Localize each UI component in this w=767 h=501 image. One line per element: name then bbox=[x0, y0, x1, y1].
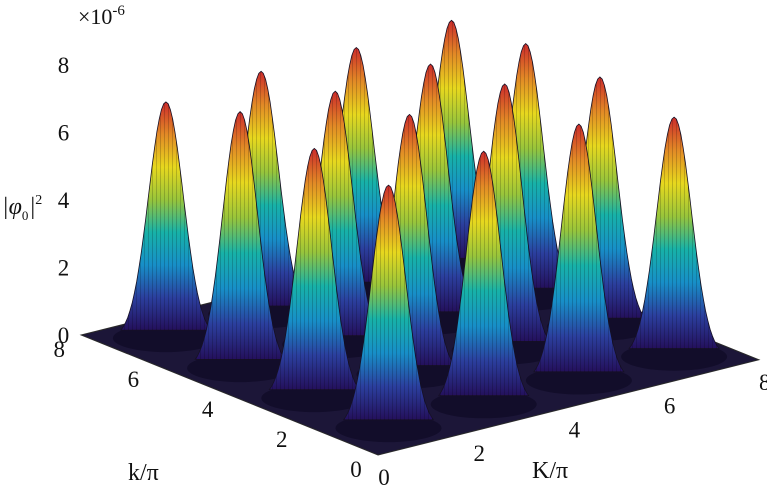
peak-mesh bbox=[120, 101, 211, 331]
surface-peak bbox=[621, 116, 728, 371]
z-scale-label: ×10-6 bbox=[78, 3, 125, 29]
surface-peak bbox=[430, 150, 537, 419]
x-tick-label: 4 bbox=[569, 417, 581, 442]
peak-base bbox=[187, 354, 294, 383]
peak-mesh bbox=[195, 111, 286, 360]
peak-mesh bbox=[269, 148, 360, 390]
x-axis-label: K/π bbox=[532, 458, 568, 484]
surface-peak bbox=[525, 123, 632, 395]
peak-base bbox=[621, 342, 728, 371]
peak-mesh bbox=[629, 117, 720, 349]
y-tick-label: 4 bbox=[202, 397, 214, 422]
surface-peak bbox=[187, 111, 294, 383]
peaks-layer bbox=[112, 19, 728, 443]
y-tick-label: 8 bbox=[53, 337, 65, 362]
z-tick-label: 2 bbox=[58, 256, 70, 281]
surface-peak bbox=[261, 147, 368, 413]
z-axis-label: |φ0|2 bbox=[2, 193, 42, 223]
z-tick-label: 6 bbox=[58, 121, 70, 146]
peak-mesh bbox=[533, 124, 624, 372]
peak-base bbox=[335, 414, 442, 443]
z-tick-label: 0 bbox=[58, 323, 70, 348]
peak-mesh bbox=[438, 151, 529, 396]
peak-base bbox=[430, 390, 537, 419]
x-tick-label: 6 bbox=[664, 394, 676, 419]
x-tick-label: 0 bbox=[378, 465, 390, 490]
peak-base bbox=[261, 384, 368, 413]
surface-peak bbox=[335, 184, 442, 443]
z-tick-label: 8 bbox=[58, 53, 70, 78]
y-tick-label: 0 bbox=[350, 457, 362, 482]
peak-mesh bbox=[343, 185, 434, 420]
x-tick-label: 8 bbox=[759, 370, 767, 395]
y-tick-label: 6 bbox=[128, 367, 140, 392]
y-axis-label: k/π bbox=[128, 460, 159, 486]
y-tick-label: 2 bbox=[276, 427, 288, 452]
peak-base bbox=[525, 366, 632, 395]
z-tick-label: 4 bbox=[58, 188, 70, 213]
peak-base bbox=[112, 324, 219, 353]
surface-peak bbox=[112, 101, 219, 353]
x-tick-label: 2 bbox=[473, 441, 485, 466]
